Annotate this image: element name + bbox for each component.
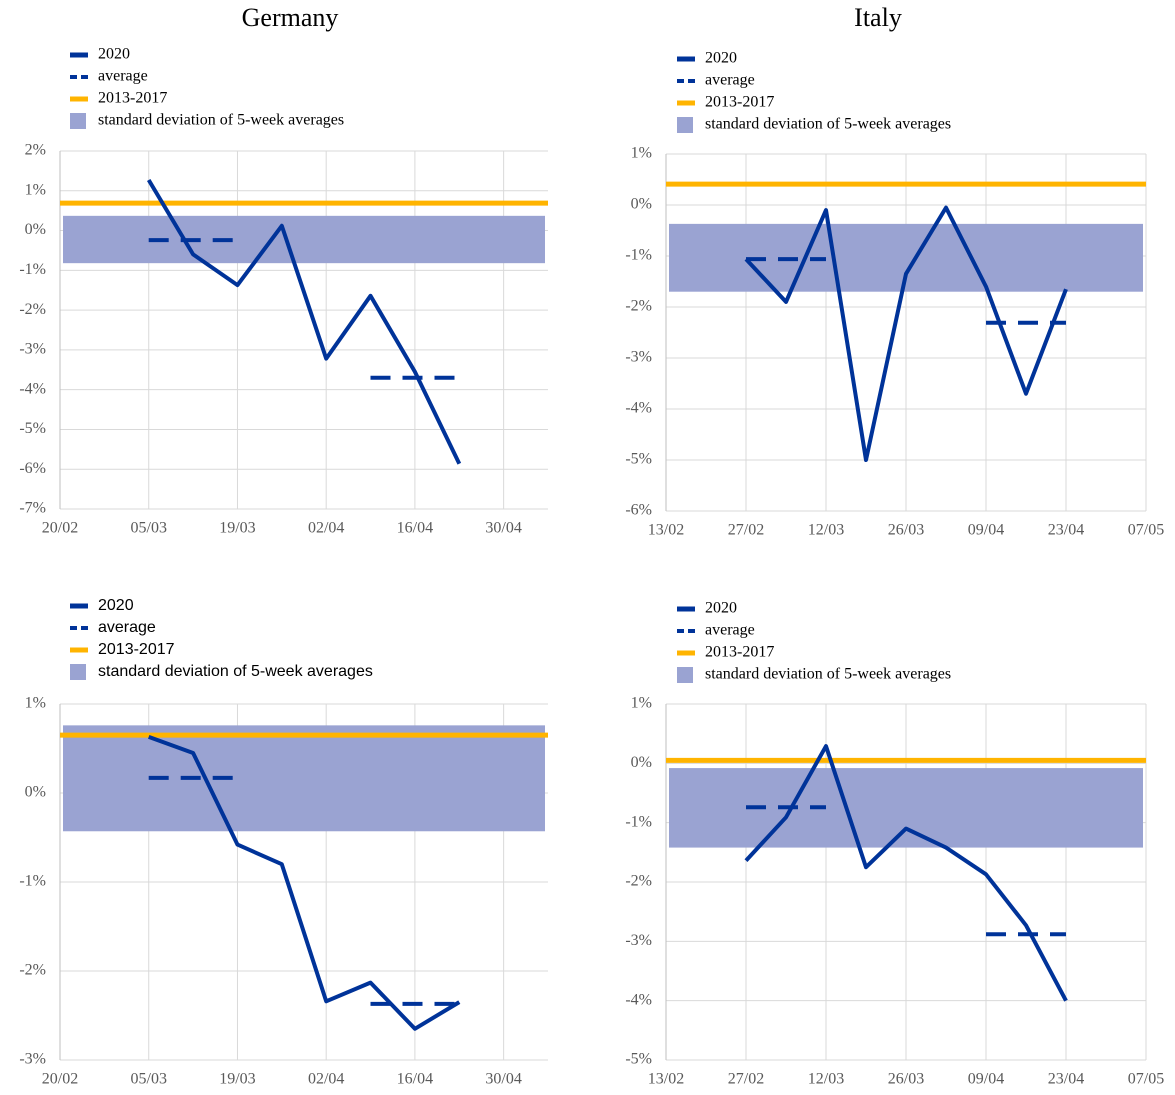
x-tick-label: 12/03 [808,522,844,539]
y-tick-label: -1% [625,813,652,830]
y-tick-label: 1% [631,695,652,712]
y-tick-label: 2% [25,142,46,159]
legend-label: 2013-2017 [98,641,175,658]
series-line [146,178,462,465]
x-tick-label: 13/02 [648,1071,684,1088]
x-tick-label: 26/03 [888,1071,924,1088]
y-tick-label: -4% [19,380,46,397]
y-tick-label: -5% [625,451,652,468]
panel: Germany -7% -6% -5% -4% -3% -2% -1% 0% 1% 2% 20/02 0… [19,3,548,537]
y-tick-label: -2% [625,873,652,890]
x-tick-label: 20/02 [42,1071,78,1088]
legend-label: average [98,68,148,85]
legend-label: average [98,619,156,636]
legend-label: standard deviation of 5-week averages [98,663,373,680]
legend-label: 2013-2017 [705,94,774,111]
x-tick-label: 05/03 [131,1071,167,1088]
y-tick-label: -4% [625,991,652,1008]
y-tick-label: -4% [625,400,652,417]
x-tick-label: 19/03 [219,1071,255,1088]
legend-label: 2020 [98,597,134,614]
x-tick-label: 12/03 [808,1071,844,1088]
legend-label: standard deviation of 5-week averages [705,116,951,133]
y-tick-label: -1% [19,873,46,890]
x-tick-label: 05/03 [131,520,167,537]
series-line [744,205,1068,462]
legend-label: average [705,72,755,89]
legend-swatch [70,113,86,129]
y-tick-label: -3% [19,1051,46,1068]
x-tick-label: 02/04 [308,520,344,537]
y-tick-label: -1% [625,247,652,264]
std-band [63,215,545,264]
legend-label: 2020 [705,50,737,67]
panel: -3% -2% -1% 0% 1% 20/02 05/03 19/03 02/04 16/04 30… [19,597,548,1088]
y-tick-label: -2% [19,962,46,979]
x-tick-label: 09/04 [968,1071,1004,1088]
y-tick-label: 0% [25,221,46,238]
y-tick-label: -1% [19,261,46,278]
y-tick-label: -2% [625,298,652,315]
y-tick-label: 0% [631,754,652,771]
x-tick-label: 20/02 [42,520,78,537]
x-tick-label: 02/04 [308,1071,344,1088]
legend-swatch [677,117,693,133]
legend-label: 2020 [705,600,737,617]
chart-title: Germany [242,3,339,32]
x-tick-label: 27/02 [728,522,764,539]
x-tick-label: 16/04 [397,1071,433,1088]
y-tick-label: -6% [19,460,46,477]
y-tick-label: -2% [19,301,46,318]
y-tick-label: 1% [25,695,46,712]
legend-swatch [70,664,86,680]
chart-title: Italy [854,3,902,32]
legend-label: average [705,622,755,639]
legend-label: standard deviation of 5-week averages [98,112,344,129]
x-tick-label: 19/03 [219,520,255,537]
legend-label: 2013-2017 [705,644,774,661]
x-tick-label: 07/05 [1128,1071,1164,1088]
x-tick-label: 27/02 [728,1071,764,1088]
x-tick-label: 23/04 [1048,1071,1084,1088]
legend-label: 2020 [98,46,130,63]
series-line [744,744,1068,1002]
average-line [746,805,1066,937]
x-tick-label: 30/04 [485,520,521,537]
y-tick-label: -3% [19,341,46,358]
x-tick-label: 13/02 [648,522,684,539]
y-tick-label: -5% [625,1051,652,1068]
y-tick-label: -3% [625,349,652,366]
std-band [669,768,1143,848]
x-tick-label: 07/05 [1128,522,1164,539]
y-tick-label: 1% [631,145,652,162]
x-tick-label: 26/03 [888,522,924,539]
average-line [148,775,460,1006]
legend-label: standard deviation of 5-week averages [705,666,951,683]
y-tick-label: -3% [625,932,652,949]
x-tick-label: 09/04 [968,522,1004,539]
std-band [63,725,545,832]
panel: -5% -4% -3% -2% -1% 0% 1% 13/02 27/02 12/03 26/03 0… [625,600,1164,1088]
x-tick-label: 16/04 [397,520,433,537]
x-tick-label: 30/04 [485,1071,521,1088]
legend-swatch [677,667,693,683]
panel: Italy -6% -5% -4% -3% -2% -1% 0% 1% 13/02 27/02 12/… [625,3,1164,539]
y-tick-label: 1% [25,181,46,198]
y-tick-label: 0% [631,196,652,213]
series-line [148,735,461,1031]
x-tick-label: 23/04 [1048,522,1084,539]
average-line [148,238,460,380]
legend-label: 2013-2017 [98,90,167,107]
y-tick-label: -5% [19,420,46,437]
y-tick-label: -6% [625,502,652,519]
y-tick-label: 0% [25,784,46,801]
y-tick-label: -7% [19,500,46,517]
